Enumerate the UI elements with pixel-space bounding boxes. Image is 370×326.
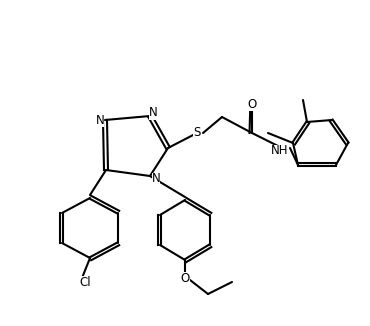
Text: O: O <box>248 97 257 111</box>
Text: N: N <box>149 107 157 120</box>
Text: N: N <box>95 113 104 126</box>
Text: N: N <box>152 172 160 185</box>
Text: NH: NH <box>271 144 289 157</box>
Text: O: O <box>181 272 190 285</box>
Text: Cl: Cl <box>79 275 91 289</box>
Text: S: S <box>193 126 201 140</box>
